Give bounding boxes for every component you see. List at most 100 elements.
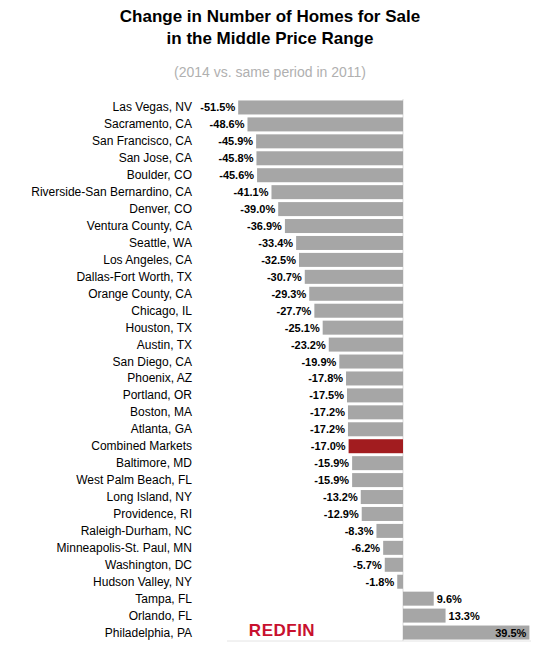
chart: Change in Number of Homes for Salein the… [0, 0, 533, 654]
category-label: Washington, DC [105, 558, 192, 572]
bar [347, 388, 403, 402]
data-label: -17.8% [308, 372, 343, 384]
category-label: Ventura County, CA [87, 219, 192, 233]
data-label: -1.8% [365, 576, 394, 588]
data-label: -17.0% [311, 440, 346, 452]
data-label: 39.5% [495, 627, 526, 639]
category-label: Dallas-Fort Worth, TX [76, 270, 192, 284]
category-label: Chicago, IL [131, 304, 192, 318]
bar [348, 422, 403, 436]
subtitle: (2014 vs. same period in 2011) [174, 64, 366, 80]
bar [362, 507, 403, 521]
data-label: -17.2% [310, 406, 345, 418]
labels: Las Vegas, NV -51.5% Sacramento, CA -48.6% S… [31, 100, 526, 639]
data-label: -39.0% [240, 203, 275, 215]
category-label: West Palm Beach, FL [76, 473, 192, 487]
data-label: -45.8% [219, 152, 254, 164]
category-label: Baltimore, MD [116, 456, 192, 470]
category-label: Atlanta, GA [131, 422, 192, 436]
category-label: Seattle, WA [129, 236, 192, 250]
data-label: -12.9% [324, 508, 359, 520]
data-label: -29.3% [271, 288, 306, 300]
data-label: -41.1% [234, 186, 269, 198]
data-label: -19.9% [301, 356, 336, 368]
data-label: -6.2% [351, 542, 380, 554]
data-label: -17.5% [309, 389, 344, 401]
bar [238, 100, 403, 114]
bar [299, 253, 403, 267]
data-label: -32.5% [261, 254, 296, 266]
bar [257, 168, 403, 182]
category-label: Phoenix, AZ [127, 371, 192, 385]
category-label: Combined Markets [91, 439, 192, 453]
data-label: -45.6% [219, 169, 254, 181]
bar [385, 558, 403, 572]
data-label: -45.9% [218, 135, 253, 147]
bar [314, 304, 403, 318]
data-label: -15.9% [314, 457, 349, 469]
category-label: Portland, OR [123, 388, 193, 402]
category-label: Riverside-San Bernardino, CA [31, 185, 192, 199]
category-label: Boston, MA [130, 405, 192, 419]
bar [256, 134, 403, 148]
category-label: Providence, RI [113, 507, 192, 521]
category-label: Orlando, FL [129, 609, 193, 623]
bar [376, 524, 403, 538]
bar [348, 405, 403, 419]
category-label: Orange County, CA [88, 287, 192, 301]
bar [309, 287, 403, 301]
bar [278, 202, 403, 216]
data-label: -23.2% [291, 339, 326, 351]
data-label: -8.3% [345, 525, 374, 537]
data-label: -17.2% [310, 423, 345, 435]
data-label: -13.2% [323, 491, 358, 503]
bar [271, 185, 403, 199]
data-label: -51.5% [200, 101, 235, 113]
category-label: Long Island, NY [107, 490, 192, 504]
category-label: Houston, TX [126, 321, 192, 335]
category-label: San Jose, CA [119, 151, 192, 165]
bar [403, 626, 529, 640]
bar [329, 338, 403, 352]
bar [339, 355, 403, 369]
category-label: Las Vegas, NV [113, 100, 192, 114]
bar [323, 321, 403, 335]
bar [346, 371, 403, 385]
bar [352, 473, 403, 487]
data-label: -33.4% [258, 237, 293, 249]
category-label: Denver, CO [129, 202, 192, 216]
bars [238, 100, 529, 639]
bar [383, 541, 403, 555]
category-label: Sacramento, CA [104, 117, 192, 131]
data-label: -5.7% [353, 559, 382, 571]
category-label: Philadelphia, PA [105, 626, 192, 640]
bar [403, 609, 446, 623]
category-label: San Diego, CA [113, 355, 192, 369]
data-label: -30.7% [267, 271, 302, 283]
data-label: 13.3% [449, 610, 480, 622]
x-axis-line [227, 641, 531, 642]
bar [247, 117, 403, 131]
title: Change in Number of Homes for Salein the… [120, 7, 420, 48]
bar [285, 219, 403, 233]
category-label: Boulder, CO [127, 168, 192, 182]
bar [305, 270, 403, 284]
bar [296, 236, 403, 250]
category-label: Los Angeles, CA [103, 253, 192, 267]
bar [352, 456, 403, 470]
data-label: -36.9% [247, 220, 282, 232]
bar [349, 439, 403, 453]
category-label: Minneapolis-St. Paul, MN [57, 541, 192, 555]
category-label: San Francisco, CA [92, 134, 192, 148]
data-label: -25.1% [285, 322, 320, 334]
data-label: -48.6% [210, 118, 245, 130]
data-label: -27.7% [277, 305, 312, 317]
brand-logo: REDFIN [249, 621, 315, 640]
category-label: Hudson Valley, NY [93, 575, 192, 589]
bar [403, 592, 434, 606]
category-label: Austin, TX [137, 338, 192, 352]
bar [361, 490, 403, 504]
bar [256, 151, 403, 165]
bar [397, 575, 403, 589]
category-label: Raleigh-Durham, NC [81, 524, 193, 538]
